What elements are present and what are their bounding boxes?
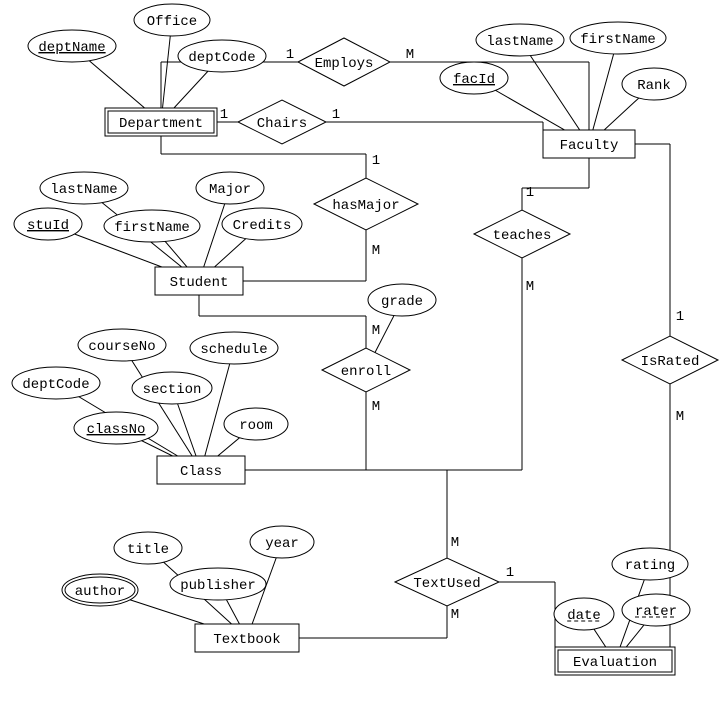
label: Department — [119, 116, 203, 132]
label: rater — [635, 604, 677, 620]
label: Student — [170, 275, 229, 291]
label: author — [75, 584, 125, 600]
label: Rank — [637, 78, 671, 94]
label: deptCode — [188, 50, 255, 66]
label: classNo — [87, 422, 146, 438]
label: section — [143, 382, 202, 398]
label: enroll — [341, 364, 391, 380]
label: stuId — [27, 218, 69, 234]
label: Employs — [315, 56, 374, 72]
label: deptCode — [22, 377, 89, 393]
cardinality: 1 — [526, 185, 534, 201]
label: Evaluation — [573, 655, 657, 671]
label: deptName — [38, 40, 105, 56]
label: lastName — [50, 182, 117, 198]
label: Major — [209, 182, 251, 198]
label: Textbook — [213, 632, 280, 648]
label: Credits — [233, 218, 292, 234]
label: hasMajor — [332, 198, 399, 214]
cardinality: 1 — [332, 107, 340, 123]
label: facId — [453, 72, 495, 88]
label: title — [127, 542, 169, 558]
cardinality: M — [451, 535, 459, 551]
label: year — [265, 536, 299, 552]
cardinality: M — [406, 47, 414, 63]
label: firstName — [114, 220, 190, 236]
cardinality: M — [451, 607, 459, 623]
label: firstName — [580, 32, 656, 48]
cardinality: 1 — [286, 47, 294, 63]
label: Class — [180, 464, 222, 480]
cardinality: 1 — [506, 565, 514, 581]
cardinality: M — [526, 279, 534, 295]
cardinality: M — [372, 323, 380, 339]
cardinality: M — [372, 399, 380, 415]
label: Office — [147, 14, 197, 30]
cardinality: 1 — [220, 107, 228, 123]
cardinality: 1 — [676, 309, 684, 325]
label: lastName — [486, 34, 553, 50]
label: courseNo — [88, 339, 155, 355]
label: room — [239, 418, 273, 434]
label: Chairs — [257, 116, 307, 132]
cardinality: 1 — [372, 153, 380, 169]
label: Faculty — [560, 138, 619, 154]
label: schedule — [200, 342, 267, 358]
label: date — [567, 608, 601, 624]
cardinality: M — [372, 243, 380, 259]
label: TextUsed — [413, 576, 480, 592]
label: rating — [625, 558, 675, 574]
er-diagram: Department Faculty Student Class Textbook Eva… — [0, 0, 728, 701]
label: grade — [381, 294, 423, 310]
cardinality: M — [676, 409, 684, 425]
label: teaches — [493, 228, 552, 244]
label: publisher — [180, 578, 256, 594]
label: IsRated — [641, 354, 700, 370]
